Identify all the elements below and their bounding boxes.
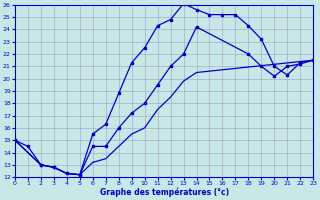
- X-axis label: Graphe des températures (°c): Graphe des températures (°c): [100, 188, 229, 197]
